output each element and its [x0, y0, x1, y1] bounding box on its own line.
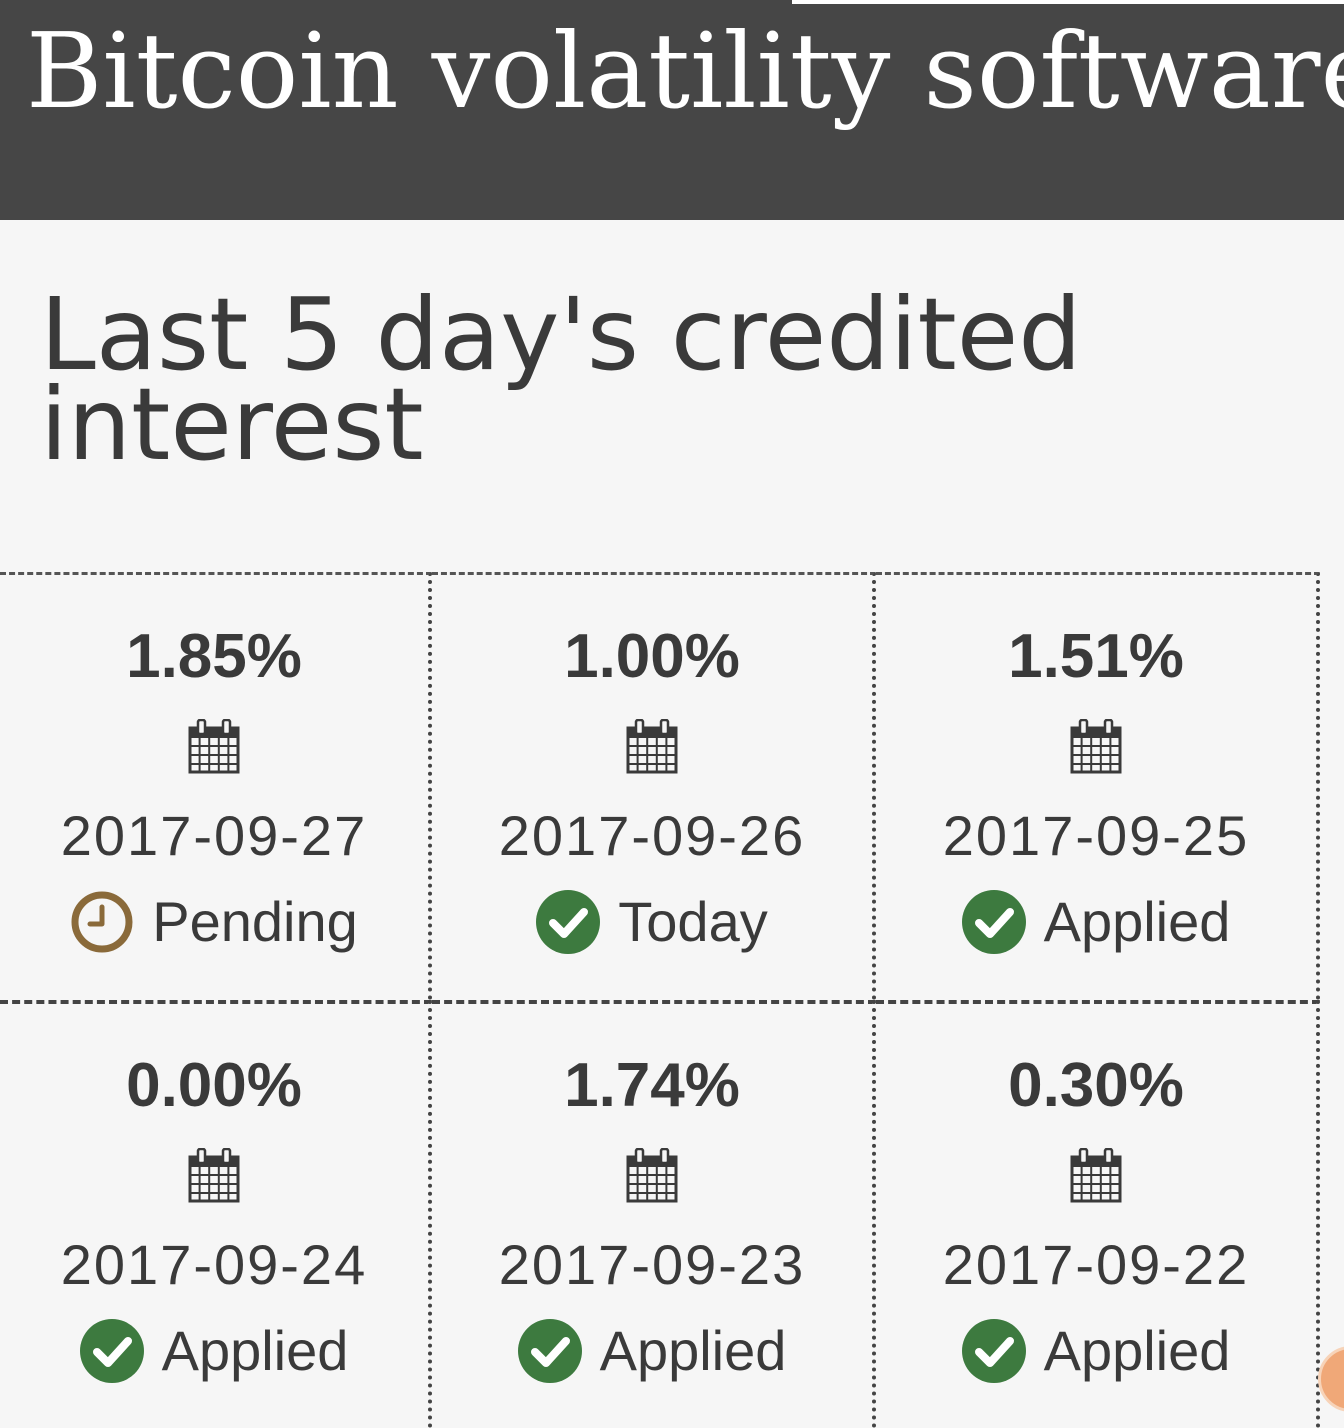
check-circle-icon [79, 1319, 144, 1383]
clock-icon [71, 891, 133, 953]
interest-rate: 1.85% [126, 622, 302, 691]
header-strip [792, 0, 1344, 4]
credit-date: 2017-09-25 [942, 804, 1250, 867]
credit-date: 2017-09-27 [60, 804, 368, 867]
interest-card: 0.00% 2017-09-24 Applied [0, 1000, 432, 1428]
section-title: Last 5 day's credited interest [40, 276, 1082, 483]
chat-widget-bubble[interactable] [1318, 1346, 1344, 1412]
status-row: Applied [876, 1316, 1316, 1386]
interest-rate: 1.00% [564, 622, 740, 691]
site-title[interactable]: Bitcoin volatility software [26, 10, 1344, 132]
status-row: Applied [0, 1316, 428, 1386]
check-circle-icon [961, 890, 1026, 954]
site-header: Bitcoin volatility software [0, 0, 1344, 220]
status-label: Applied [599, 1319, 787, 1382]
interest-rate: 0.00% [126, 1051, 302, 1120]
credit-date: 2017-09-23 [498, 1233, 806, 1296]
check-circle-icon [961, 1319, 1026, 1383]
status-label: Applied [1043, 1319, 1231, 1382]
interest-card: 1.51% 2017-09-25 Applied [876, 572, 1320, 1000]
status-row: Applied [876, 887, 1316, 957]
credit-date: 2017-09-26 [498, 804, 806, 867]
calendar-icon [1070, 719, 1122, 774]
status-row: Pending [0, 887, 428, 957]
calendar-icon [188, 719, 240, 774]
interest-card: 1.74% 2017-09-23 Applied [432, 1000, 876, 1428]
calendar-icon [626, 719, 678, 774]
interest-rate: 1.74% [564, 1051, 740, 1120]
status-label: Applied [1043, 890, 1231, 953]
status-row: Today [432, 887, 872, 957]
credit-date: 2017-09-24 [60, 1233, 368, 1296]
check-circle-icon [536, 890, 601, 954]
status-label: Applied [161, 1319, 349, 1382]
interest-card: 1.00% 2017-09-26 Today [432, 572, 876, 1000]
status-label: Today [618, 890, 768, 953]
calendar-icon [188, 1148, 240, 1203]
interest-grid: 1.85% 2017-09-27 Pending 1.00% 2017-09-2 [0, 572, 1320, 1428]
interest-rate: 0.30% [1008, 1051, 1184, 1120]
calendar-icon [626, 1148, 678, 1203]
check-circle-icon [517, 1319, 582, 1383]
interest-rate: 1.51% [1008, 622, 1184, 691]
status-label: Pending [152, 890, 358, 953]
interest-card: 0.30% 2017-09-22 Applied [876, 1000, 1320, 1428]
credit-date: 2017-09-22 [942, 1233, 1250, 1296]
interest-card: 1.85% 2017-09-27 Pending [0, 572, 432, 1000]
calendar-icon [1070, 1148, 1122, 1203]
status-row: Applied [432, 1316, 872, 1386]
